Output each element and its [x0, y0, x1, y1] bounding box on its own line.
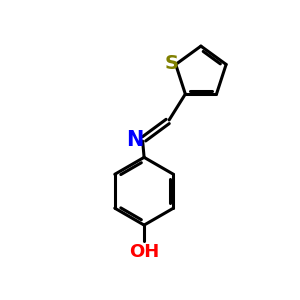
Text: S: S [164, 55, 178, 74]
Text: OH: OH [129, 243, 159, 261]
Text: N: N [126, 130, 143, 150]
